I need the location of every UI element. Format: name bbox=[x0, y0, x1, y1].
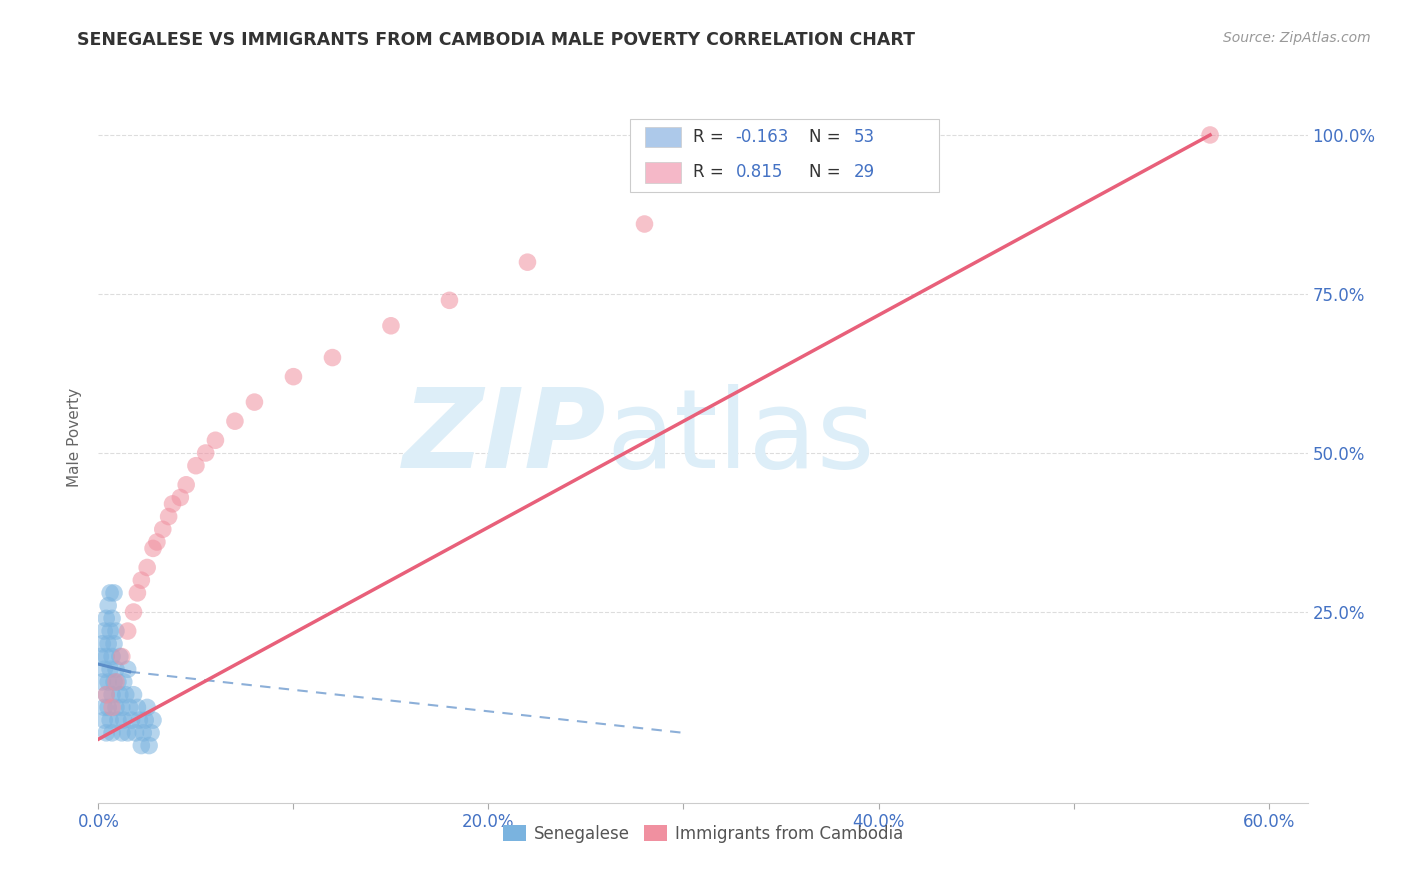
Point bbox=[108, 688, 131, 702]
Text: ZIP: ZIP bbox=[402, 384, 606, 491]
Point bbox=[96, 726, 118, 740]
Point bbox=[243, 395, 266, 409]
Point bbox=[107, 713, 129, 727]
Point bbox=[96, 649, 118, 664]
Point bbox=[101, 688, 124, 702]
Point bbox=[104, 624, 127, 638]
Point bbox=[97, 637, 120, 651]
Point bbox=[142, 713, 165, 727]
Point bbox=[101, 649, 124, 664]
Point bbox=[107, 675, 129, 690]
Point bbox=[1199, 128, 1222, 142]
Point bbox=[114, 688, 136, 702]
Point bbox=[117, 624, 139, 638]
Point bbox=[152, 522, 174, 536]
Point bbox=[98, 624, 121, 638]
Point bbox=[96, 688, 118, 702]
Point bbox=[124, 726, 146, 740]
Point bbox=[111, 700, 134, 714]
Point bbox=[136, 700, 159, 714]
Point bbox=[117, 662, 139, 676]
Point bbox=[516, 255, 538, 269]
Point bbox=[204, 434, 226, 448]
Point bbox=[131, 739, 153, 753]
Point bbox=[103, 586, 125, 600]
Point bbox=[104, 662, 127, 676]
Point bbox=[139, 726, 162, 740]
Point bbox=[131, 573, 153, 587]
Text: N =: N = bbox=[810, 163, 846, 181]
Point bbox=[184, 458, 207, 473]
Point bbox=[98, 586, 121, 600]
Point bbox=[128, 713, 150, 727]
Point bbox=[117, 726, 139, 740]
Text: R =: R = bbox=[693, 128, 730, 146]
Text: N =: N = bbox=[810, 128, 846, 146]
Point bbox=[96, 688, 118, 702]
Point bbox=[111, 726, 134, 740]
Text: -0.163: -0.163 bbox=[735, 128, 789, 146]
Point bbox=[93, 713, 115, 727]
Point bbox=[103, 637, 125, 651]
Point bbox=[97, 599, 120, 613]
Point bbox=[101, 700, 124, 714]
Point bbox=[98, 713, 121, 727]
Point bbox=[146, 535, 169, 549]
Point bbox=[321, 351, 343, 365]
Point bbox=[103, 675, 125, 690]
Point bbox=[98, 662, 121, 676]
Legend: Senegalese, Immigrants from Cambodia: Senegalese, Immigrants from Cambodia bbox=[496, 818, 910, 849]
Point bbox=[97, 700, 120, 714]
Point bbox=[194, 446, 217, 460]
Point bbox=[136, 560, 159, 574]
Point bbox=[633, 217, 655, 231]
Point bbox=[380, 318, 402, 333]
Point bbox=[104, 700, 127, 714]
Point bbox=[157, 509, 180, 524]
Text: Source: ZipAtlas.com: Source: ZipAtlas.com bbox=[1223, 31, 1371, 45]
Point bbox=[224, 414, 246, 428]
Point bbox=[169, 491, 191, 505]
Point bbox=[162, 497, 184, 511]
Text: R =: R = bbox=[693, 163, 730, 181]
Point bbox=[101, 611, 124, 625]
Point bbox=[91, 675, 114, 690]
Point bbox=[118, 700, 141, 714]
FancyBboxPatch shape bbox=[630, 119, 939, 192]
Point bbox=[439, 293, 461, 308]
Point bbox=[91, 637, 114, 651]
Point bbox=[93, 662, 115, 676]
Point bbox=[104, 675, 127, 690]
Point bbox=[769, 172, 792, 186]
Text: atlas: atlas bbox=[606, 384, 875, 491]
Text: SENEGALESE VS IMMIGRANTS FROM CAMBODIA MALE POVERTY CORRELATION CHART: SENEGALESE VS IMMIGRANTS FROM CAMBODIA M… bbox=[77, 31, 915, 49]
Point bbox=[127, 586, 149, 600]
Point bbox=[97, 675, 120, 690]
Text: 0.815: 0.815 bbox=[735, 163, 783, 181]
Point bbox=[138, 739, 160, 753]
Point bbox=[122, 688, 145, 702]
Point bbox=[108, 649, 131, 664]
Point bbox=[134, 713, 156, 727]
Point bbox=[96, 611, 118, 625]
Point bbox=[283, 369, 305, 384]
Point bbox=[111, 649, 134, 664]
Point bbox=[93, 624, 115, 638]
Point bbox=[122, 605, 145, 619]
Point bbox=[132, 726, 155, 740]
Point bbox=[174, 477, 197, 491]
Y-axis label: Male Poverty: Male Poverty bbox=[67, 387, 83, 487]
Point bbox=[93, 700, 115, 714]
FancyBboxPatch shape bbox=[645, 162, 682, 183]
Point bbox=[121, 713, 143, 727]
Point bbox=[89, 649, 111, 664]
Point bbox=[112, 713, 135, 727]
Point bbox=[112, 675, 135, 690]
Text: 29: 29 bbox=[855, 163, 876, 181]
Point bbox=[101, 726, 124, 740]
FancyBboxPatch shape bbox=[645, 127, 682, 147]
Text: 53: 53 bbox=[855, 128, 876, 146]
Point bbox=[142, 541, 165, 556]
Point bbox=[127, 700, 149, 714]
